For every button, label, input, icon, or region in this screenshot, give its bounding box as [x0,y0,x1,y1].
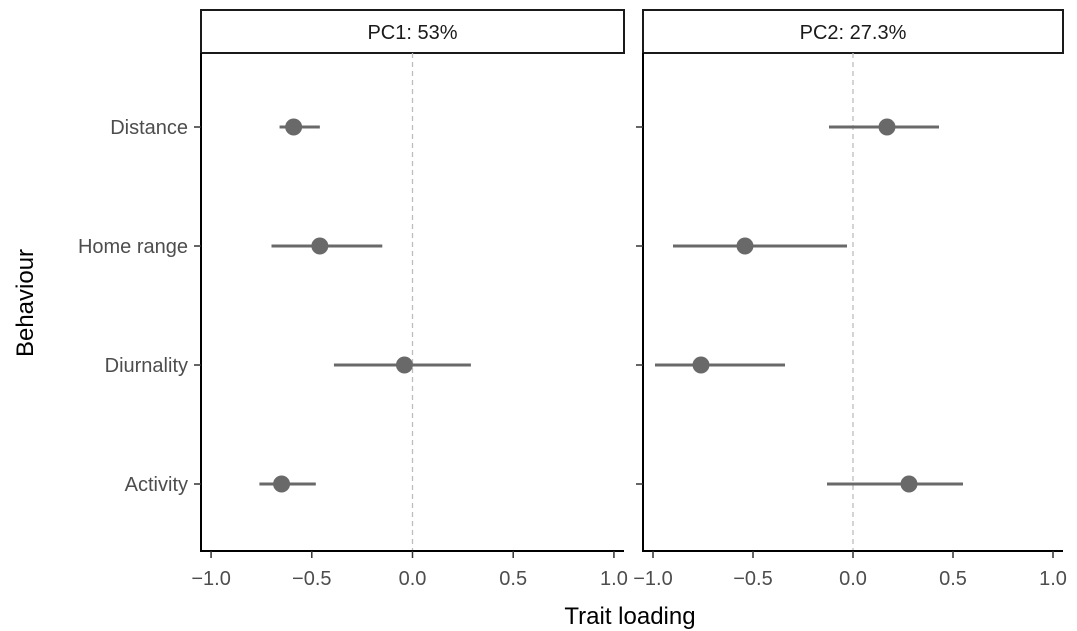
point-estimate [311,237,329,255]
x-tick-label: 1.0 [1039,568,1067,590]
facet-panel: PC1: 53% −1.0 −0.5 0.0 0.5 1.0 Distance Home ra… [78,9,628,590]
x-tick-label: 0.0 [399,568,427,590]
y-axis-title: Behaviour [12,249,39,357]
y-tick-label: Diurnality [105,355,188,377]
facet-panel: PC2: 27.3% −1.0 −0.5 0.0 0.5 1.0 [633,9,1067,590]
x-tick-label: 0.5 [499,568,527,590]
point-estimate [395,356,413,374]
x-tick-label: 1.0 [600,568,628,590]
point-estimate [878,118,896,136]
point-estimate [692,356,710,374]
facet-panels: PC1: 53% −1.0 −0.5 0.0 0.5 1.0 Distance Home ra… [78,9,1067,590]
x-tick-label: −0.5 [733,568,772,590]
x-axis-title: Trait loading [564,603,695,630]
point-estimate [273,475,291,493]
x-tick-label: −0.5 [292,568,331,590]
x-tick-label: −1.0 [191,568,230,590]
y-tick-label: Home range [78,236,188,258]
facet-strip [200,9,625,54]
x-tick-label: 0.0 [839,568,867,590]
facet-strip-label: PC1: 53% [367,22,457,44]
point-estimate [736,237,754,255]
x-tick-label: −1.0 [633,568,672,590]
y-tick-label: Activity [125,474,188,496]
x-tick-label: 0.5 [939,568,967,590]
point-estimate [285,118,303,136]
y-tick-label: Distance [110,117,188,139]
facet-strip-label: PC2: 27.3% [800,22,907,44]
point-estimate [900,475,918,493]
